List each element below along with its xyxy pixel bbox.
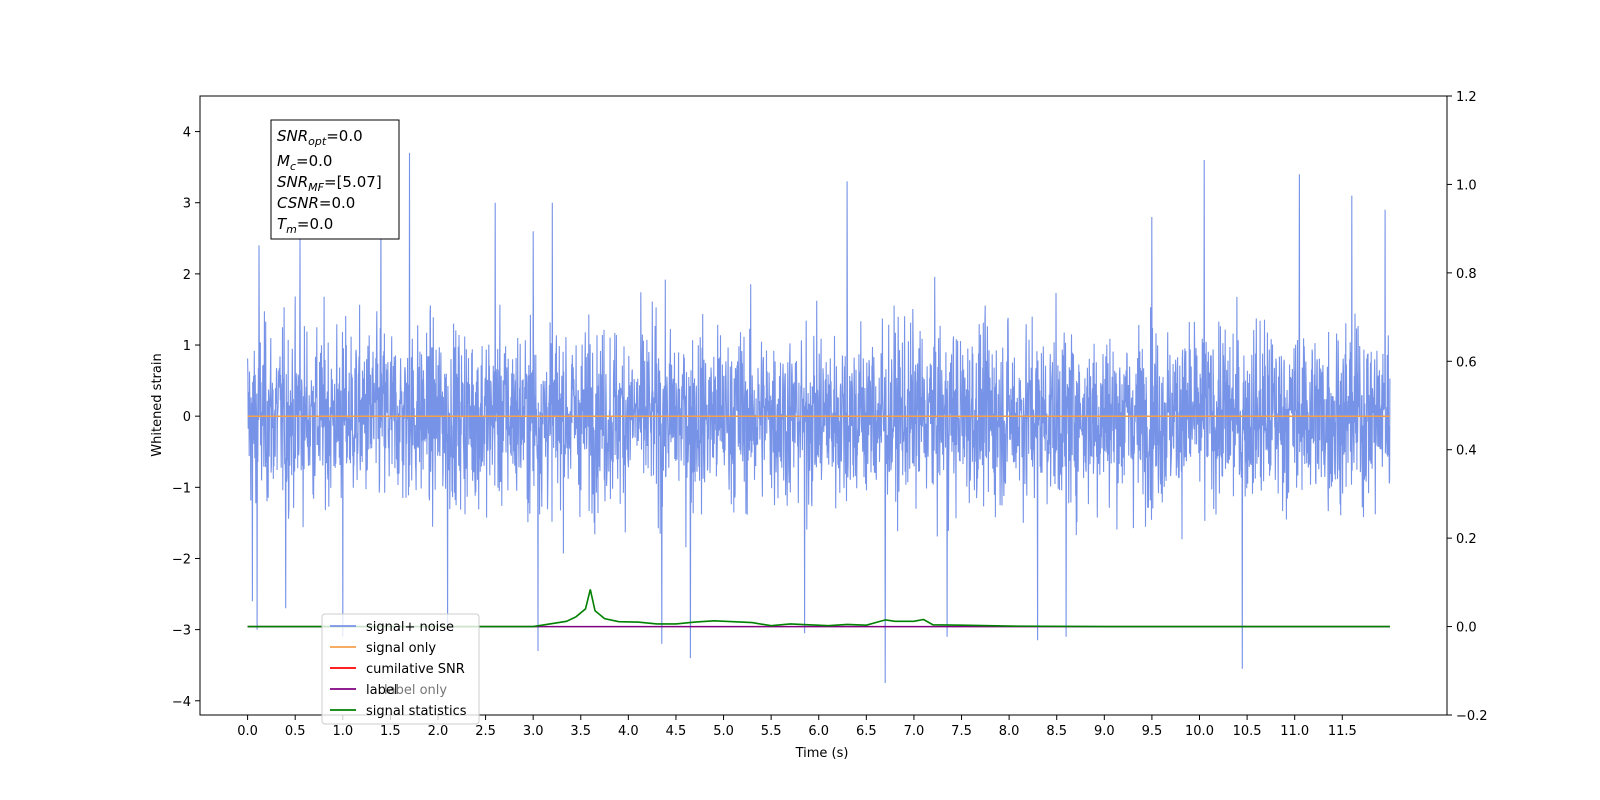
y-tick-label: 4 [183, 126, 191, 141]
x-axis-label: Time (s) [795, 746, 849, 761]
info-csnr: CSNR=0.0 [277, 194, 355, 212]
y2-tick-label: 0.2 [1456, 532, 1477, 547]
x-axis-ticks: 0.0 0.5 1.0 1.5 2.0 2.5 3.0 3.5 4.0 4.5 5.0 5.5 6.0 6… [237, 715, 1357, 739]
x-tick-label: 8.0 [999, 724, 1020, 739]
y-tick-label: −4 [172, 695, 191, 710]
legend: signal+ noise signal only cumilative SNR la… [321, 613, 480, 725]
info-tm: Tm=0.0 [277, 215, 333, 236]
x-tick-label: 0.0 [237, 724, 258, 739]
legend-box [321, 613, 480, 725]
x-tick-label: 10.5 [1233, 724, 1262, 739]
plot-frame [199, 95, 1448, 716]
y-tick-label: 2 [183, 268, 191, 283]
legend-label: signal statistics [366, 704, 467, 719]
info-box: SNRopt=0.0 Mc=0.0 SNRMF=[5.07] CSNR=0.0 … [270, 119, 400, 240]
x-tick-label: 8.5 [1046, 724, 1067, 739]
y2-tick-label: 0.0 [1456, 621, 1477, 636]
x-tick-label: 0.5 [285, 724, 306, 739]
info-snr-mf: SNRMF=[5.07] [277, 173, 382, 194]
x-tick-label: 2.0 [428, 724, 449, 739]
y2-tick-label: 0.6 [1456, 355, 1477, 370]
x-tick-label: 11.5 [1328, 724, 1357, 739]
x-tick-label: 1.5 [380, 724, 401, 739]
x-tick-label: 4.5 [666, 724, 687, 739]
y2-tick-label: −0.2 [1456, 709, 1488, 724]
y-tick-label: 1 [183, 339, 191, 354]
x-tick-label: 7.0 [904, 724, 925, 739]
x-tick-label: 3.0 [523, 724, 544, 739]
x-tick-label: 2.5 [475, 724, 496, 739]
info-mc: Mc=0.0 [277, 152, 332, 173]
x-tick-label: 9.5 [1142, 724, 1163, 739]
legend-label: signal+ noise [366, 620, 454, 635]
legend-label: cumilative SNR [366, 662, 465, 677]
x-tick-label: 6.5 [856, 724, 877, 739]
signal-statistics-line [247, 589, 1390, 628]
y-tick-label: 3 [183, 197, 191, 212]
x-tick-label: 3.5 [570, 724, 591, 739]
y-tick-label: −2 [172, 552, 191, 567]
y-axis-ticks: 4 3 2 1 0 −1 −2 −3 −4 [172, 126, 200, 710]
y2-axis-ticks: 1.2 1.0 0.8 0.6 0.4 0.2 0.0 −0.2 [1447, 90, 1488, 724]
x-tick-label: 6.0 [808, 724, 829, 739]
y2-tick-label: 1.2 [1456, 90, 1477, 105]
x-tick-label: 7.5 [951, 724, 972, 739]
y2-tick-label: 0.8 [1456, 267, 1477, 282]
x-tick-label: 1.0 [332, 724, 353, 739]
x-tick-label: 9.0 [1094, 724, 1115, 739]
y2-tick-label: 1.0 [1456, 178, 1477, 193]
y2-tick-label: 0.4 [1456, 444, 1477, 459]
y-axis-label: Whitened strain [150, 353, 165, 456]
legend-label-hidden: label only [384, 683, 447, 698]
y-tick-label: 0 [183, 410, 191, 425]
legend-label: label [366, 683, 397, 698]
x-tick-label: 4.0 [618, 724, 639, 739]
y-tick-label: −3 [172, 624, 191, 639]
x-tick-label: 5.0 [713, 724, 734, 739]
info-snr-opt: SNRopt=0.0 [277, 127, 363, 148]
y-tick-label: −1 [172, 481, 191, 496]
x-tick-label: 5.5 [761, 724, 782, 739]
legend-label: signal only [366, 641, 436, 656]
x-tick-label: 10.0 [1185, 724, 1214, 739]
x-tick-label: 11.0 [1280, 724, 1309, 739]
